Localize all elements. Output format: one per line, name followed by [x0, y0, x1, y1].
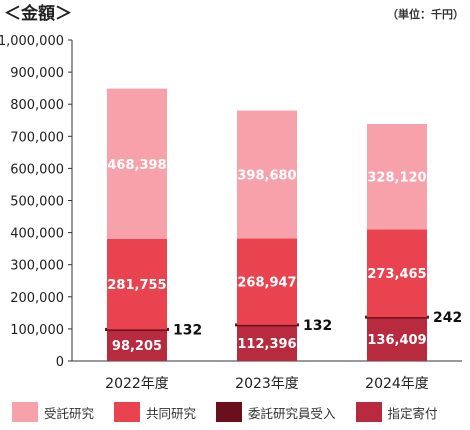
y-tick-label: 100,000: [10, 323, 64, 338]
y-tick-label: 600,000: [10, 162, 64, 177]
legend-label: 委託研究員受入: [248, 405, 336, 421]
y-tick-label: 0: [56, 355, 64, 370]
legend-swatch: [355, 402, 382, 422]
bar-segment: [237, 110, 297, 239]
bar-segment: [367, 124, 427, 230]
y-tick-label: 300,000: [10, 259, 64, 274]
legend-item: 共同研究: [114, 402, 196, 422]
data-label: 132: [303, 318, 332, 334]
legend-item: 受託研究: [12, 402, 94, 422]
y-tick-label: 800,000: [10, 98, 64, 113]
data-label: 328,120: [367, 171, 426, 186]
x-tick-label: 2022年度: [105, 376, 169, 392]
bar-segment: [107, 238, 167, 330]
bar-segment: [237, 324, 297, 361]
data-label: 136,409: [367, 333, 426, 348]
bar-segment: [367, 317, 427, 361]
y-tick-label: 900,000: [10, 66, 64, 81]
chart-title: ＜金額＞: [4, 3, 72, 24]
y-tick-label: 1,000,000: [0, 34, 64, 49]
chart-legend: 受託研究 共同研究 委託研究員受入 指定寄付: [12, 402, 468, 422]
bar-segment: [105, 327, 169, 331]
bar-segment: [107, 329, 167, 361]
data-label: 112,396: [237, 337, 296, 352]
x-tick-label: 2024年度: [365, 376, 429, 392]
y-tick-label: 700,000: [10, 130, 64, 145]
data-label: 268,947: [237, 276, 296, 291]
data-label: 398,680: [237, 169, 296, 184]
unit-label: （単位：千円）: [387, 7, 464, 21]
data-label: 98,205: [112, 339, 162, 354]
data-label: 468,398: [107, 158, 166, 173]
bar-segment: [107, 88, 167, 239]
bar-segment: [237, 238, 297, 325]
bar-segment: [367, 229, 427, 318]
y-tick-label: 400,000: [10, 227, 64, 242]
y-tick-label: 200,000: [10, 291, 64, 306]
legend-swatch: [114, 402, 141, 422]
legend-item: 指定寄付: [355, 402, 438, 422]
legend-label: 指定寄付: [387, 405, 438, 421]
data-label: 242: [433, 310, 462, 326]
data-label: 273,465: [367, 267, 426, 282]
legend-label: 受託研究: [44, 405, 95, 421]
chart-canvas: ＜金額＞ （単位：千円） 0 100,000 200,000 300,000 400,000…: [0, 3, 464, 392]
data-label: 281,755: [107, 278, 166, 293]
legend-label: 共同研究: [146, 405, 197, 421]
y-tick-label: 500,000: [10, 195, 64, 210]
legend-swatch: [12, 402, 38, 422]
legend-item: 委託研究員受入: [216, 402, 336, 422]
x-tick-label: 2023年度: [235, 376, 299, 392]
legend-swatch: [216, 402, 243, 422]
data-label: 132: [173, 322, 202, 338]
